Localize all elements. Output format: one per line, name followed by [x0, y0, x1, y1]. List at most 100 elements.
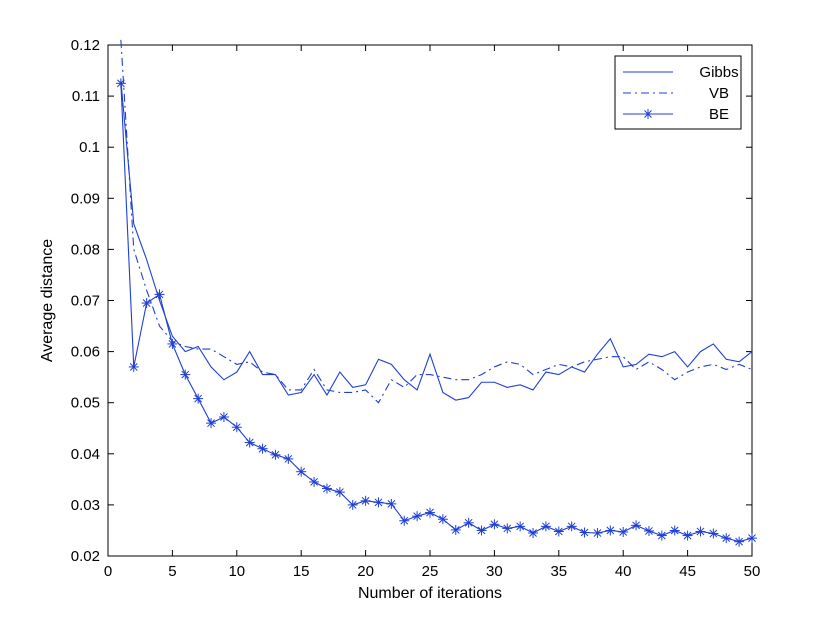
marker-stroke: [748, 534, 756, 543]
marker-stroke: [645, 527, 653, 535]
marker-stroke: [400, 516, 409, 525]
marker-stroke: [348, 501, 357, 509]
data-point-be: [347, 499, 358, 510]
data-point-be: [734, 536, 745, 547]
marker-stroke: [490, 520, 499, 529]
marker-stroke: [155, 290, 164, 299]
marker-stroke: [426, 508, 434, 517]
marker-stroke: [181, 370, 190, 379]
marker-stroke: [271, 450, 280, 459]
legend-label-gibbs: Gibbs: [699, 64, 738, 81]
y-tick-label: 0.11: [72, 88, 100, 105]
x-axis-label: Number of iterations: [358, 585, 502, 602]
data-point-be: [450, 524, 461, 535]
data-point-be: [553, 526, 564, 537]
data-point-be: [257, 443, 268, 454]
x-tick-label: 20: [357, 563, 374, 580]
x-tick-label: 35: [550, 563, 567, 580]
y-tick-label: 0.04: [71, 446, 100, 463]
data-point-be: [656, 530, 667, 541]
marker-stroke: [297, 467, 306, 476]
data-point-be: [618, 526, 629, 537]
marker-stroke: [129, 363, 138, 371]
x-tick-label: 45: [679, 563, 696, 580]
marker-stroke: [619, 528, 628, 536]
marker-stroke: [644, 110, 652, 118]
data-point-be: [566, 521, 577, 532]
data-point-be: [180, 369, 191, 380]
marker-stroke: [194, 394, 203, 403]
marker-stroke: [735, 537, 744, 546]
marker-stroke: [413, 512, 422, 521]
data-point-be: [579, 527, 590, 538]
x-tick-label: 15: [293, 563, 310, 580]
marker-stroke: [683, 531, 692, 540]
series-gibbs: [120, 80, 753, 401]
data-point-be: [476, 525, 487, 536]
data-point-be: [244, 437, 255, 448]
marker-stroke: [142, 299, 151, 307]
y-tick-label: 0.1: [79, 139, 100, 156]
data-point-be: [167, 338, 178, 349]
marker-stroke: [554, 527, 563, 536]
y-tick-label: 0.07: [71, 293, 100, 310]
marker-stroke: [722, 534, 731, 543]
series-line-gibbs: [120, 80, 753, 401]
y-tick-label: 0.02: [71, 548, 100, 565]
data-point-be: [747, 533, 757, 544]
data-point-be: [682, 530, 693, 541]
marker-stroke: [361, 496, 370, 505]
data-point-be: [437, 514, 448, 525]
marker-stroke: [387, 499, 396, 508]
data-point-be: [425, 507, 435, 518]
y-tick-label: 0.05: [71, 395, 100, 412]
marker-stroke: [245, 438, 254, 447]
marker-stroke: [323, 484, 331, 493]
marker-stroke: [606, 526, 615, 535]
data-point-be: [489, 519, 500, 530]
marker-stroke: [207, 419, 215, 428]
marker-stroke: [335, 488, 344, 497]
marker-stroke: [709, 529, 718, 538]
marker-stroke: [529, 529, 537, 537]
data-point-be: [399, 515, 410, 526]
data-point-be: [141, 298, 152, 309]
plot-frame: [107, 44, 753, 557]
data-point-be: [321, 483, 332, 494]
x-tick-label: 40: [615, 563, 632, 580]
axis-ticks: [107, 44, 753, 557]
marker-stroke: [168, 340, 177, 348]
legend: Gibbs VB BE: [614, 55, 742, 130]
x-tick-label: 30: [486, 563, 503, 580]
marker-stroke: [593, 529, 602, 537]
marker-stroke: [657, 531, 666, 540]
series-be: [115, 78, 757, 547]
marker-stroke: [580, 528, 589, 537]
marker-stroke: [438, 515, 447, 524]
data-point-be: [463, 517, 474, 528]
series-layer: [115, 39, 757, 547]
data-point-be: [283, 453, 294, 464]
marker-stroke: [116, 79, 125, 88]
data-point-be: [128, 361, 139, 372]
data-point-be: [115, 78, 126, 89]
data-point-be: [154, 289, 165, 300]
data-point-be: [669, 525, 680, 536]
data-point-be: [231, 422, 242, 433]
y-tick-label: 0.08: [71, 241, 100, 258]
marker-stroke: [284, 455, 293, 463]
x-tick-label: 25: [422, 563, 439, 580]
marker-stroke: [258, 444, 267, 453]
data-point-be: [270, 449, 281, 460]
x-tick-label: 0: [104, 563, 112, 580]
data-point-be: [412, 511, 423, 522]
data-point-be: [708, 528, 719, 539]
data-point-be: [631, 520, 642, 531]
data-point-be: [360, 495, 371, 506]
marker-stroke: [477, 526, 486, 535]
data-point-be: [528, 528, 539, 539]
marker-stroke: [232, 423, 241, 432]
series-vb: [120, 39, 753, 404]
x-tick-label: 10: [228, 563, 245, 580]
data-point-be: [218, 412, 229, 423]
